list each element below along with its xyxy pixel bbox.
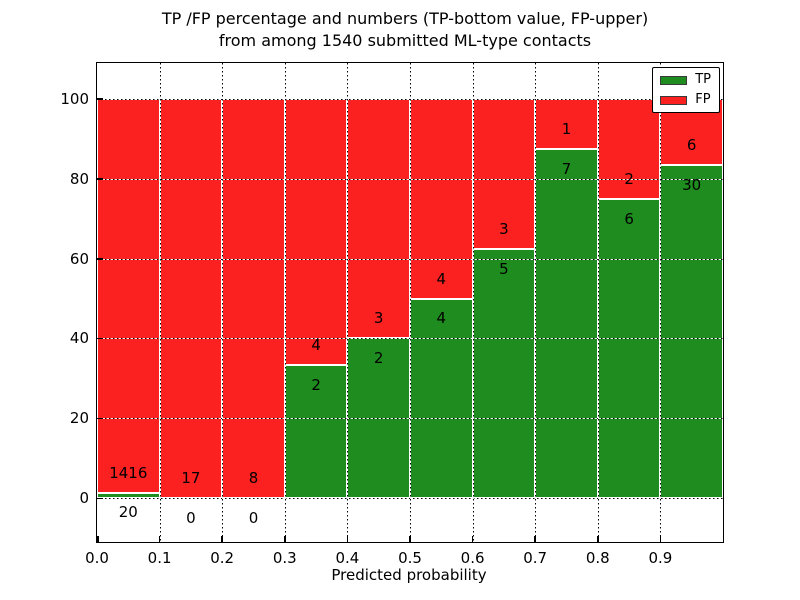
x-tick — [471, 536, 474, 542]
y-tick — [97, 178, 103, 180]
fp-count-label: 4 — [311, 336, 321, 355]
x-tick — [97, 536, 99, 542]
y-tick-label: 40 — [69, 329, 89, 348]
x-tick-label: 0.7 — [523, 549, 548, 567]
fp-bar-segment — [597, 98, 661, 199]
fp-bar-segment — [472, 98, 536, 249]
v-gridline — [660, 63, 662, 542]
fp-bar-segment — [97, 98, 160, 493]
tp-count-label: 5 — [499, 259, 509, 278]
fp-bar-segment — [222, 98, 285, 499]
v-gridline — [472, 63, 474, 542]
x-tick — [284, 536, 286, 542]
grid-layer — [97, 63, 723, 542]
y-tick — [97, 497, 103, 500]
x-tick — [597, 536, 599, 542]
fp-bar-segment — [535, 98, 598, 149]
x-tick-label: 0.6 — [460, 549, 485, 567]
tp-count-label: 0 — [186, 509, 196, 528]
x-tick — [346, 536, 349, 542]
fp-count-label: 3 — [499, 219, 509, 238]
legend-label-tp: TP — [695, 72, 711, 87]
x-tick-label: 0.0 — [85, 549, 109, 567]
fp-legend-swatch-icon — [660, 95, 688, 105]
fp-count-label: 1416 — [109, 463, 148, 482]
x-tick-label: 0.4 — [335, 549, 360, 567]
v-gridline — [597, 63, 599, 542]
bars-layer — [97, 63, 723, 542]
y-tick — [97, 417, 103, 420]
y-tick-label: 80 — [69, 169, 89, 188]
v-gridline — [159, 63, 161, 542]
legend: TP FP — [652, 67, 720, 113]
fp-count-label: 17 — [181, 469, 201, 488]
labels-layer: 1416 20 17 0 8 0 4 2 3 2 4 4 3 5 1 7 2 6 6 30 0 20 40 60 80 100 0.… — [60, 63, 723, 567]
v-gridline — [222, 63, 224, 542]
legend-label-fp: FP — [695, 92, 711, 107]
fp-count-label: 1 — [561, 119, 572, 138]
tp-count-label: 20 — [118, 503, 138, 522]
x-tick-label: 0.8 — [585, 549, 610, 567]
tp-bar-segment — [97, 492, 160, 499]
fp-count-label: 2 — [624, 169, 634, 188]
y-tick-label: 0 — [79, 489, 89, 508]
tp-count-label: 4 — [436, 309, 447, 328]
fp-bar-segment — [347, 98, 410, 339]
chart-title-line2: from among 1540 submitted ML-type contac… — [218, 31, 592, 50]
x-tick-label: 0.1 — [147, 549, 172, 567]
tp-bar-segment — [410, 298, 473, 499]
tp-bar-segment — [284, 365, 348, 499]
fp-count-label: 4 — [436, 269, 447, 288]
tp-count-label: 7 — [561, 159, 572, 178]
fp-count-label: 6 — [686, 136, 697, 155]
plot-area: 1416 20 17 0 8 0 4 2 3 2 4 4 3 5 1 7 2 6 6 30 0 20 40 60 80 100 0.… — [60, 62, 724, 567]
tp-bar-segment — [597, 198, 661, 499]
y-tick — [97, 258, 103, 260]
y-tick-label: 20 — [69, 409, 89, 428]
tp-bar-segment — [660, 165, 723, 499]
x-tick-label: 0.2 — [210, 549, 235, 567]
x-tick-label: 0.9 — [648, 549, 673, 567]
tp-count-label: 2 — [311, 375, 321, 394]
tp-count-label: 2 — [373, 349, 384, 368]
v-gridline — [535, 63, 537, 542]
tp-legend-swatch-icon — [660, 75, 688, 85]
fp-count-label: 3 — [373, 309, 384, 328]
tp-count-label: 6 — [624, 209, 634, 228]
tp-count-label: 0 — [248, 509, 259, 528]
chart-title-line1: TP /FP percentage and numbers (TP-bottom… — [161, 9, 649, 28]
v-gridline — [347, 63, 349, 542]
x-tick — [221, 536, 223, 542]
v-gridline — [410, 63, 411, 542]
y-tick — [97, 337, 103, 340]
x-tick — [659, 536, 662, 542]
fp-bar-segment — [410, 98, 473, 299]
x-tick-label: 0.5 — [398, 549, 422, 567]
legend-item-tp: TP — [660, 73, 711, 87]
x-tick — [409, 536, 411, 542]
v-gridline — [284, 63, 286, 542]
y-tick-label: 100 — [60, 89, 89, 108]
ticks-layer — [97, 63, 723, 542]
x-tick-label: 0.3 — [272, 549, 297, 567]
x-tick — [158, 536, 161, 542]
x-tick — [534, 536, 536, 542]
tp-count-label: 30 — [682, 176, 702, 195]
y-tick-label: 60 — [69, 249, 89, 268]
fp-count-label: 8 — [248, 469, 259, 488]
legend-item-fp: FP — [660, 93, 711, 107]
x-axis-label: Predicted probability — [331, 566, 487, 584]
y-tick — [97, 98, 103, 100]
